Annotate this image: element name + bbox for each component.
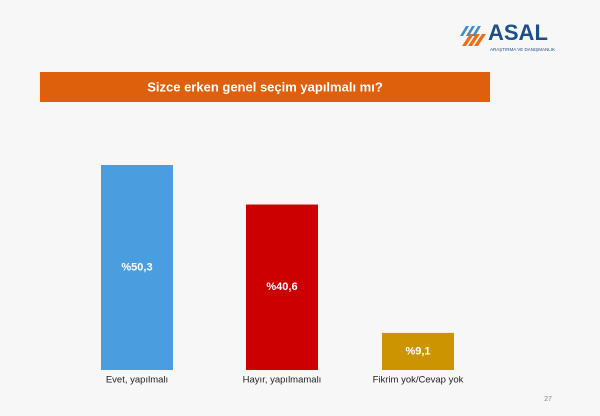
category-label: Hayır, yapılmamalı bbox=[243, 375, 322, 386]
bar bbox=[101, 165, 173, 370]
logo-name: ASAL bbox=[488, 20, 548, 45]
value-label: %50,3 bbox=[121, 261, 152, 273]
logo-stripes-orange bbox=[462, 34, 486, 46]
value-label: %9,1 bbox=[405, 345, 430, 357]
bar bbox=[382, 332, 454, 370]
category-label: Evet, yapılmalı bbox=[106, 375, 168, 386]
logo-stripes-blue bbox=[460, 26, 481, 36]
bar bbox=[246, 204, 318, 370]
category-label: Fikrim yok/Cevap yok bbox=[373, 375, 464, 386]
logo-tagline: ARAŞTIRMA VE DANIŞMANLIK bbox=[490, 47, 555, 52]
title-banner bbox=[40, 72, 490, 102]
value-label: %40,6 bbox=[266, 281, 297, 293]
logo: ASAL ARAŞTIRMA VE DANIŞMANLIK bbox=[460, 20, 555, 52]
page-number: 27 bbox=[544, 396, 552, 403]
chart-title: Sizce erken genel seçim yapılmalı mı? bbox=[147, 79, 383, 94]
